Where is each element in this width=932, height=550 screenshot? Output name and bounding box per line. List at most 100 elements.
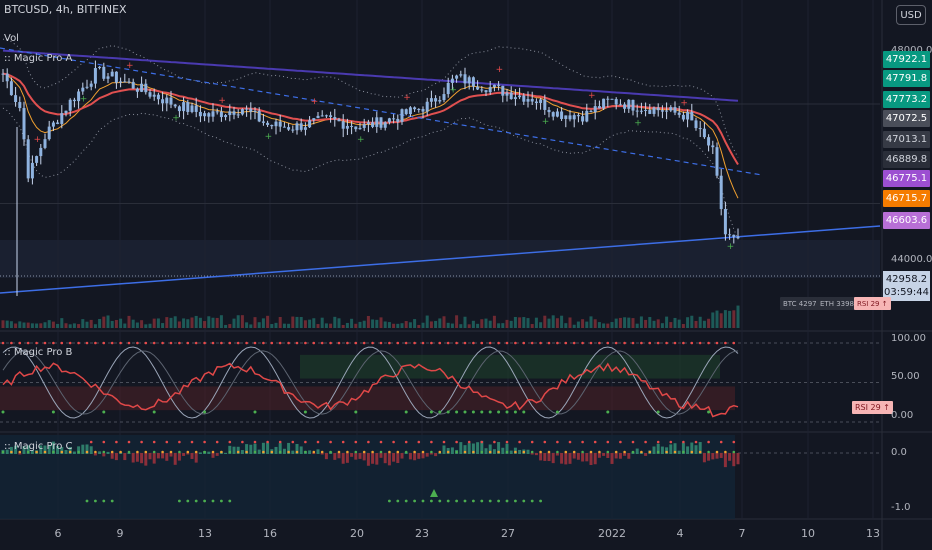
pane-c-dot — [379, 450, 383, 454]
candles — [1, 60, 740, 296]
pane-b-top-dot — [245, 341, 248, 345]
pane-b-top-dot — [505, 341, 509, 345]
magic-pro-a-legend[interactable]: :: Magic Pro A — [4, 53, 73, 64]
candle-body — [593, 106, 597, 113]
candle-body — [631, 99, 635, 111]
candle-body — [215, 111, 219, 113]
vol-legend[interactable]: Vol — [4, 33, 19, 44]
pane-c-bottom-dot — [463, 499, 467, 503]
pane-c-dot — [220, 450, 223, 454]
magic-pro-b-legend[interactable]: :: Magic Pro B — [4, 347, 73, 358]
pane-c-top-dot — [719, 440, 723, 444]
candle-body — [140, 83, 144, 92]
sell-signal: + — [680, 98, 688, 108]
last-price-badge[interactable]: 42958.2 03:59:44 — [883, 271, 930, 301]
pane-c-dot — [530, 450, 534, 454]
histogram-bar — [358, 453, 362, 459]
histogram-bar — [354, 453, 358, 460]
histogram-bar — [282, 448, 286, 454]
histogram-bar — [408, 453, 412, 460]
pane-b-top-dot — [430, 341, 433, 345]
volume-bar — [396, 323, 400, 328]
pane-c-dot — [94, 450, 97, 454]
pane-b-top-dot — [673, 341, 677, 345]
volume-bar — [476, 323, 480, 328]
volume-bar — [232, 318, 236, 328]
volume-bar — [513, 316, 517, 328]
volume-bar — [77, 324, 81, 328]
volume-bar — [127, 315, 131, 328]
pane-c-dot — [514, 450, 517, 454]
pane-c-top-dot — [530, 440, 534, 444]
candle-body — [702, 128, 706, 138]
price-badge: 47922.1 — [883, 51, 930, 68]
candle-body — [278, 121, 282, 127]
candle-body — [715, 147, 719, 176]
volume-bar — [572, 324, 576, 328]
pane-c-dot — [614, 450, 618, 454]
histogram-bar — [47, 445, 51, 454]
histogram-bar — [711, 453, 715, 460]
volume-bar — [270, 324, 274, 328]
pane-c-bottom-dot — [455, 499, 458, 503]
volume-bar — [534, 317, 538, 328]
stoch-k — [2, 346, 739, 419]
histogram-bar — [543, 453, 547, 461]
pane-b-bottom-dot — [446, 410, 450, 414]
pane-c-dot — [52, 450, 55, 454]
candle-body — [694, 120, 698, 129]
candle-body — [707, 137, 711, 146]
pane-b-top-dot — [522, 341, 526, 345]
histogram-bar — [728, 453, 732, 461]
pane-c-top-dot — [89, 440, 93, 444]
histogram-bar — [597, 453, 601, 458]
candle-body — [190, 105, 194, 112]
candle-body — [442, 94, 446, 101]
pane-b-top-dot — [10, 341, 13, 345]
candle-body — [627, 99, 631, 109]
candle-body — [568, 115, 572, 120]
volume-bar — [169, 317, 173, 328]
pane-c-dot — [572, 450, 576, 454]
pane-b-red-zone — [0, 386, 735, 411]
volume-bar — [652, 320, 656, 328]
pane-b-bottom-dot — [253, 410, 257, 414]
currency-button[interactable]: USD — [896, 5, 926, 25]
time-label-d9: 9 — [116, 527, 124, 540]
histogram-bar — [291, 450, 295, 454]
pane-c-top-dot — [367, 440, 370, 444]
pane-c-bottom-dot — [505, 499, 509, 503]
candle-body — [182, 102, 186, 112]
volume-bar — [593, 319, 597, 328]
pane-c-dot — [1, 450, 5, 454]
volume-bar — [589, 316, 593, 328]
price-badge: 47791.8 — [883, 70, 930, 87]
volume-bar — [47, 320, 51, 328]
magic-pro-c-legend[interactable]: :: Magic Pro C — [4, 441, 73, 452]
histogram-bar — [686, 446, 690, 454]
pane-b-top-dot — [26, 341, 30, 345]
time-label-d13: 13 — [198, 527, 212, 540]
pane-c-bottom-dot — [446, 499, 450, 503]
histogram-bar — [497, 442, 501, 454]
volume-bar — [362, 320, 366, 328]
histogram-bar — [387, 453, 391, 466]
volume-bar — [681, 324, 685, 328]
histogram-bar — [123, 453, 127, 461]
pane-b-top-dot — [396, 341, 400, 345]
candle-body — [518, 95, 522, 98]
buy-signal: + — [172, 113, 180, 123]
histogram-bar — [85, 444, 89, 454]
histogram-bar — [190, 453, 194, 459]
pane-c-top-dot — [593, 440, 597, 444]
volume-bar — [492, 315, 496, 328]
candle-body — [434, 98, 438, 102]
pane-c-dot — [522, 450, 526, 454]
histogram-bar — [224, 452, 228, 454]
pane-c-bottom-dot — [514, 499, 517, 503]
histogram-bar — [287, 442, 291, 454]
pane-c-dot — [136, 450, 139, 454]
candle-body — [350, 125, 354, 127]
volume-bar — [522, 317, 526, 328]
